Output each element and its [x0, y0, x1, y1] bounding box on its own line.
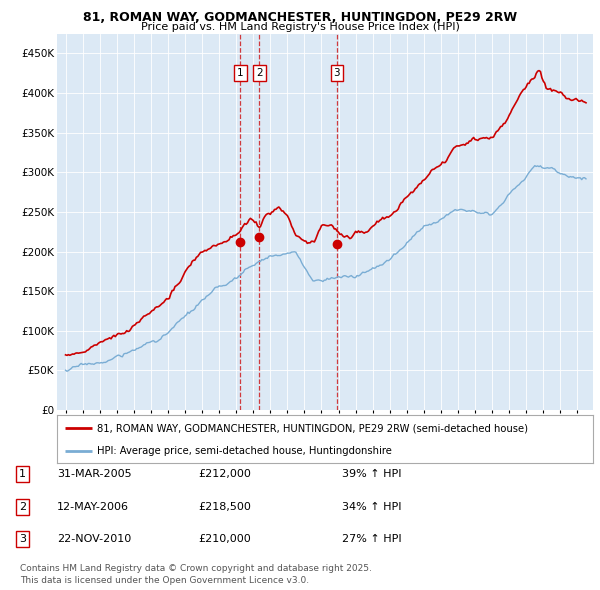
Text: £212,000: £212,000 [198, 470, 251, 479]
Text: 34% ↑ HPI: 34% ↑ HPI [342, 502, 401, 512]
Text: £218,500: £218,500 [198, 502, 251, 512]
Text: Price paid vs. HM Land Registry's House Price Index (HPI): Price paid vs. HM Land Registry's House … [140, 22, 460, 32]
Text: £210,000: £210,000 [198, 535, 251, 544]
Text: 3: 3 [334, 68, 340, 78]
Text: HPI: Average price, semi-detached house, Huntingdonshire: HPI: Average price, semi-detached house,… [97, 445, 392, 455]
Text: 2: 2 [256, 68, 263, 78]
Text: 12-MAY-2006: 12-MAY-2006 [57, 502, 129, 512]
Text: 2: 2 [19, 502, 26, 512]
Text: 39% ↑ HPI: 39% ↑ HPI [342, 470, 401, 479]
Text: 3: 3 [19, 535, 26, 544]
Text: 81, ROMAN WAY, GODMANCHESTER, HUNTINGDON, PE29 2RW (semi-detached house): 81, ROMAN WAY, GODMANCHESTER, HUNTINGDON… [97, 423, 528, 433]
Text: 31-MAR-2005: 31-MAR-2005 [57, 470, 131, 479]
Text: 22-NOV-2010: 22-NOV-2010 [57, 535, 131, 544]
Text: Contains HM Land Registry data © Crown copyright and database right 2025.
This d: Contains HM Land Registry data © Crown c… [20, 565, 371, 585]
Text: 1: 1 [19, 470, 26, 479]
Text: 1: 1 [237, 68, 244, 78]
Text: 27% ↑ HPI: 27% ↑ HPI [342, 535, 401, 544]
Text: 81, ROMAN WAY, GODMANCHESTER, HUNTINGDON, PE29 2RW: 81, ROMAN WAY, GODMANCHESTER, HUNTINGDON… [83, 11, 517, 24]
